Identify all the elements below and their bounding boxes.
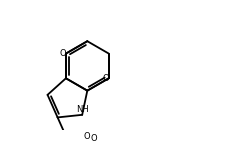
Text: NH: NH [76, 105, 89, 114]
Text: O: O [83, 132, 90, 141]
Text: O: O [103, 74, 109, 83]
Text: O: O [91, 134, 97, 142]
Text: O: O [60, 49, 66, 58]
